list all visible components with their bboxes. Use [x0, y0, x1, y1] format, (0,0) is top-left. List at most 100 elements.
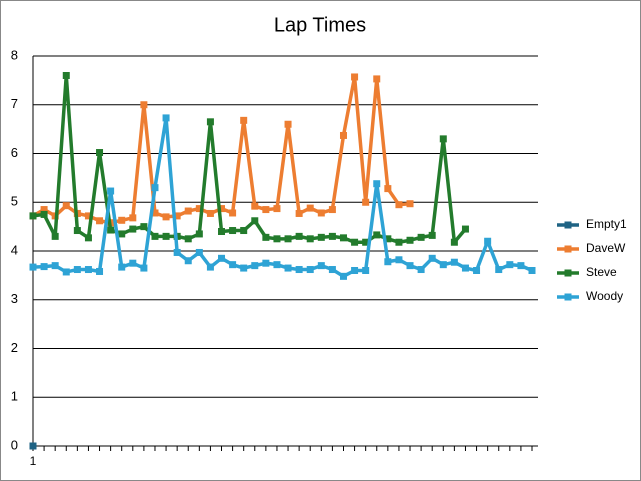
y-tick-label: 7: [11, 96, 18, 111]
marker: [173, 212, 181, 220]
marker: [506, 261, 514, 269]
marker: [229, 209, 237, 217]
marker: [262, 206, 270, 214]
marker: [384, 185, 392, 193]
y-tick-label: 0: [11, 437, 18, 452]
marker: [461, 264, 469, 272]
marker: [140, 101, 148, 109]
marker: [495, 266, 503, 274]
marker: [206, 209, 214, 217]
marker: [229, 261, 237, 269]
x-tick-label: 1: [30, 454, 37, 468]
marker: [362, 267, 370, 274]
marker: [140, 223, 148, 231]
marker: [40, 263, 48, 271]
marker: [339, 272, 347, 280]
marker: [84, 212, 92, 220]
marker: [328, 206, 336, 214]
marker: [306, 266, 314, 274]
marker: [351, 73, 359, 81]
marker: [129, 214, 137, 222]
marker: [295, 266, 303, 274]
marker: [339, 234, 347, 242]
y-tick-label: 6: [11, 145, 18, 160]
marker: [218, 228, 226, 235]
marker: [162, 232, 170, 240]
marker: [73, 266, 81, 274]
marker: [251, 217, 259, 225]
marker: [107, 187, 115, 195]
marker: [362, 198, 370, 206]
marker: [284, 120, 292, 128]
y-tick-label: 5: [11, 194, 18, 209]
y-tick-label: 4: [11, 242, 18, 257]
marker: [428, 254, 436, 262]
marker: [417, 233, 425, 241]
marker: [240, 116, 248, 124]
legend-marker: [564, 269, 572, 277]
marker: [395, 238, 403, 246]
marker: [240, 227, 248, 235]
marker: [184, 257, 192, 265]
marker: [395, 256, 403, 264]
marker: [218, 205, 226, 213]
marker: [395, 201, 403, 209]
marker: [118, 216, 126, 224]
marker: [62, 268, 70, 276]
marker: [173, 248, 181, 256]
legend-marker: [564, 221, 572, 229]
marker: [151, 209, 159, 217]
marker: [195, 230, 203, 238]
marker: [73, 227, 81, 235]
marker: [162, 213, 170, 221]
marker: [184, 235, 192, 243]
y-tick-label: 3: [11, 291, 18, 306]
marker: [51, 232, 59, 240]
marker: [84, 266, 92, 274]
marker: [29, 212, 37, 220]
marker: [129, 225, 137, 233]
marker: [384, 235, 392, 243]
marker: [96, 267, 104, 275]
series-line: [32, 116, 533, 279]
marker: [40, 210, 48, 218]
marker: [151, 232, 159, 240]
marker: [273, 235, 281, 243]
marker: [295, 209, 303, 217]
marker: [140, 264, 148, 272]
marker: [262, 259, 270, 267]
marker: [528, 267, 536, 274]
marker: [129, 259, 137, 267]
legend-marker: [564, 293, 572, 301]
marker: [40, 206, 48, 214]
marker: [417, 266, 425, 274]
marker: [151, 184, 159, 192]
legend-label: Woody: [586, 289, 623, 303]
marker: [295, 232, 303, 240]
marker: [29, 442, 37, 450]
marker: [339, 131, 347, 139]
marker: [206, 118, 214, 126]
marker: [62, 202, 70, 210]
marker: [162, 114, 170, 122]
marker: [484, 237, 492, 245]
marker: [107, 226, 115, 234]
marker: [328, 266, 336, 274]
series-line: [32, 73, 467, 244]
legend-marker: [564, 245, 572, 253]
marker: [317, 209, 325, 217]
marker: [306, 204, 314, 212]
marker: [406, 262, 414, 270]
marker: [273, 205, 281, 213]
marker: [373, 75, 381, 83]
marker: [450, 258, 458, 266]
marker: [317, 233, 325, 241]
marker: [240, 264, 248, 272]
marker: [439, 261, 447, 269]
marker: [229, 227, 237, 235]
legend-label: Steve: [586, 265, 617, 279]
marker: [206, 263, 214, 271]
marker: [84, 234, 92, 242]
marker: [284, 235, 292, 243]
